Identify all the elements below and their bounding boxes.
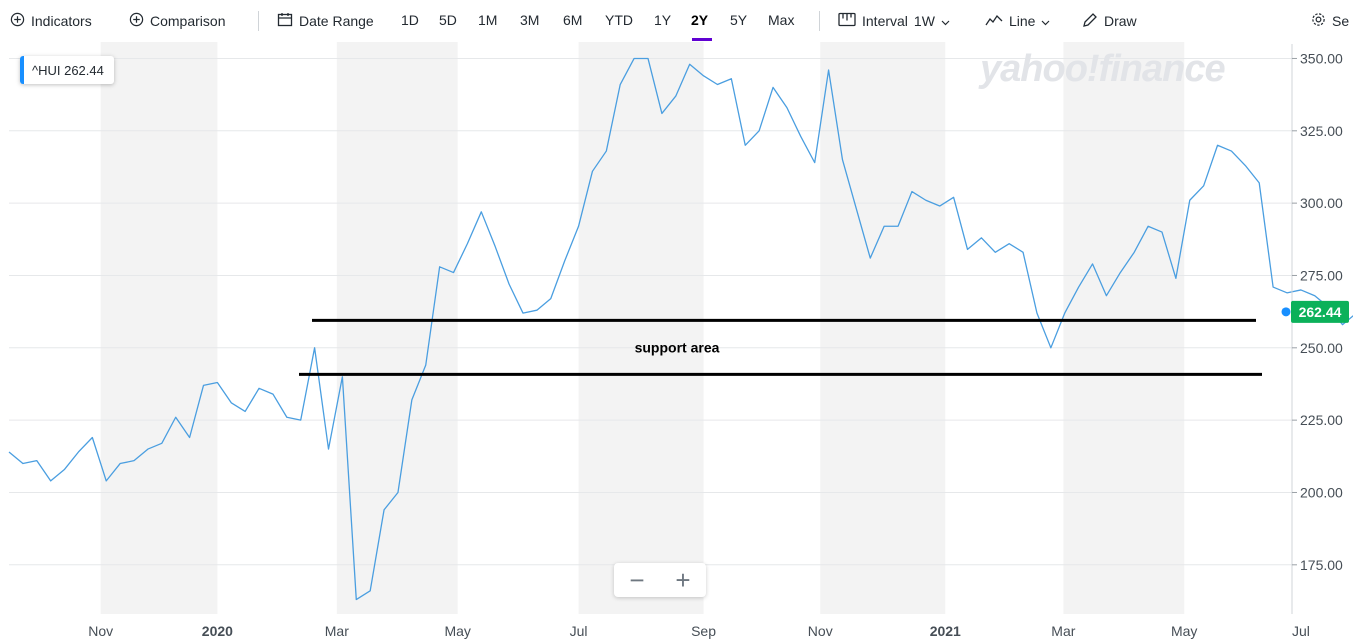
date-range-label: Date Range bbox=[299, 13, 374, 29]
range-1y[interactable]: 1Y bbox=[654, 12, 672, 28]
y-tick-label: 175.00 bbox=[1300, 557, 1343, 573]
pencil-icon bbox=[1082, 12, 1098, 31]
plus-circle-icon bbox=[10, 12, 25, 30]
legend-label: ^HUI 262.44 bbox=[32, 62, 104, 78]
calendar-icon bbox=[277, 12, 293, 30]
y-tick-label: 250.00 bbox=[1300, 340, 1343, 356]
shaded-band bbox=[1063, 42, 1185, 614]
draw-button[interactable]: Draw bbox=[1082, 0, 1137, 42]
interval-button[interactable]: Interval 1W bbox=[838, 0, 950, 42]
price-series-line bbox=[8, 57, 1353, 601]
annotations-layer: support area bbox=[299, 318, 1262, 376]
yahoo-finance-watermark: yahoo!finance bbox=[980, 48, 1226, 90]
indicators-button[interactable]: Indicators bbox=[10, 0, 92, 42]
candle-interval-icon bbox=[838, 12, 856, 30]
y-axis: 175.00 200.00 225.00 250.00 275.00 300.00 325.… bbox=[1291, 44, 1349, 614]
interval-value: 1W bbox=[913, 13, 935, 29]
range-5d[interactable]: 5D bbox=[439, 12, 457, 28]
last-value-dot bbox=[1281, 307, 1291, 317]
price-tag-label: 262.44 bbox=[1299, 304, 1342, 320]
gear-icon bbox=[1311, 12, 1326, 30]
price-tag bbox=[1291, 300, 1349, 323]
shaded-band bbox=[100, 42, 218, 614]
support-area-label: support area bbox=[635, 339, 720, 355]
series-legend-badge[interactable]: ^HUI 262.44 bbox=[20, 56, 114, 84]
range-5y[interactable]: 5Y bbox=[730, 12, 748, 28]
chevron-down-icon bbox=[1041, 13, 1050, 29]
zoom-in-button[interactable]: + bbox=[675, 565, 691, 595]
x-tick-label: Nov bbox=[88, 623, 113, 639]
y-tick-label: 225.00 bbox=[1300, 412, 1343, 428]
x-tick-label: Sep bbox=[691, 623, 716, 639]
indicators-label: Indicators bbox=[31, 13, 92, 29]
interval-label: Interval bbox=[862, 13, 908, 29]
zoom-controls: − + bbox=[614, 563, 706, 597]
plus-circle-icon bbox=[129, 12, 144, 30]
y-tick-label: 300.00 bbox=[1300, 195, 1343, 211]
gridlines bbox=[9, 57, 1292, 566]
range-2y[interactable]: 2Y bbox=[691, 12, 709, 28]
chart-toolbar: Indicators Comparison Date Range 1D 5D 1… bbox=[0, 0, 1353, 42]
toolbar-divider bbox=[258, 11, 259, 31]
range-3m[interactable]: 3M bbox=[520, 12, 540, 28]
x-axis: Nov 2020 Mar May Jul Sep Nov 2021 Mar May Jul bbox=[88, 623, 1310, 639]
x-tick-label: Jul bbox=[1292, 623, 1310, 639]
active-range-underline bbox=[692, 38, 712, 41]
x-tick-label: 2021 bbox=[930, 623, 961, 639]
x-tick-label: Mar bbox=[325, 623, 349, 639]
line-chart-icon bbox=[985, 13, 1003, 30]
shaded-band bbox=[820, 42, 946, 614]
y-tick-label: 350.00 bbox=[1300, 50, 1343, 66]
chart-type-button[interactable]: Line bbox=[985, 0, 1050, 42]
range-ytd[interactable]: YTD bbox=[605, 12, 633, 28]
date-range-button[interactable]: Date Range bbox=[277, 0, 374, 42]
y-tick-label: 275.00 bbox=[1300, 267, 1343, 283]
x-tick-label: May bbox=[1171, 623, 1197, 639]
comparison-label: Comparison bbox=[150, 13, 226, 29]
chevron-down-icon bbox=[941, 13, 950, 29]
x-tick-label: Mar bbox=[1051, 623, 1075, 639]
zoom-out-button[interactable]: − bbox=[629, 565, 645, 595]
x-tick-label: Jul bbox=[570, 623, 588, 639]
series-layer bbox=[8, 57, 1353, 601]
comparison-button[interactable]: Comparison bbox=[129, 0, 225, 42]
range-6m[interactable]: 6M bbox=[563, 12, 583, 28]
draw-label: Draw bbox=[1104, 13, 1137, 29]
x-tick-label: May bbox=[444, 623, 470, 639]
y-tick-label: 200.00 bbox=[1300, 484, 1343, 500]
chart-type-label: Line bbox=[1009, 13, 1036, 29]
toolbar-divider bbox=[819, 11, 820, 31]
range-max[interactable]: Max bbox=[768, 12, 795, 28]
range-1d[interactable]: 1D bbox=[401, 12, 419, 28]
x-tick-label: Nov bbox=[808, 623, 833, 639]
y-tick-label: 325.00 bbox=[1300, 123, 1343, 139]
x-tick-label: 2020 bbox=[202, 623, 233, 639]
settings-button[interactable]: Se bbox=[1311, 0, 1349, 42]
shaded-band bbox=[336, 42, 458, 614]
settings-label: Se bbox=[1332, 13, 1350, 29]
alternating-bands bbox=[100, 42, 1185, 614]
shaded-band bbox=[578, 42, 704, 614]
range-1m[interactable]: 1M bbox=[478, 12, 498, 28]
